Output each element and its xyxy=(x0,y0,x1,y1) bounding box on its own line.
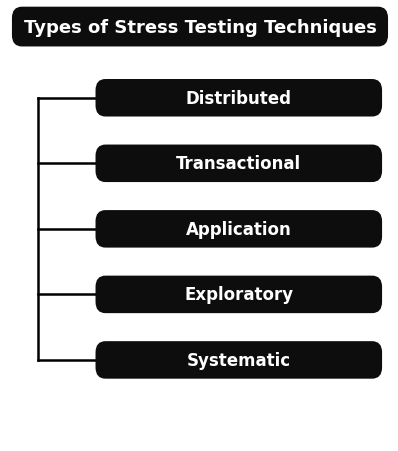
FancyBboxPatch shape xyxy=(96,341,382,379)
Text: Transactional: Transactional xyxy=(176,155,301,173)
FancyBboxPatch shape xyxy=(96,145,382,183)
FancyBboxPatch shape xyxy=(96,276,382,313)
Text: Application: Application xyxy=(186,221,292,238)
Text: Distributed: Distributed xyxy=(186,90,292,107)
FancyBboxPatch shape xyxy=(96,80,382,117)
Text: Systematic: Systematic xyxy=(187,351,291,369)
FancyBboxPatch shape xyxy=(96,211,382,248)
Text: Types of Stress Testing Techniques: Types of Stress Testing Techniques xyxy=(23,18,377,37)
FancyBboxPatch shape xyxy=(12,8,388,47)
Text: Exploratory: Exploratory xyxy=(184,286,293,304)
